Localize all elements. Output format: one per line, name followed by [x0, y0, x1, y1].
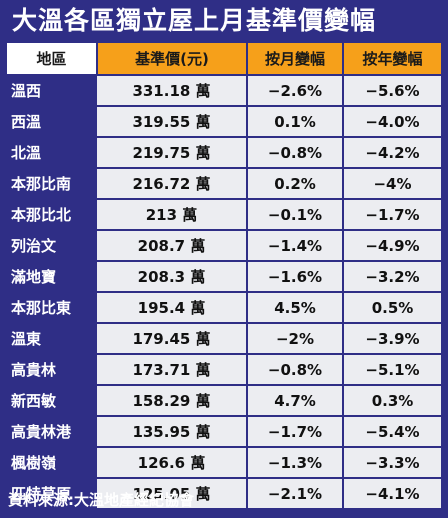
- yearly-change-cell: −3.3%: [343, 447, 441, 479]
- district-cell: 列治文: [7, 230, 97, 262]
- table-row: 匹特草原 125.05 萬 −2.1% −4.1%: [7, 478, 441, 510]
- table-row: 本那比南 216.72 萬 0.2% −4%: [7, 168, 441, 200]
- monthly-change-cell: −2.6%: [247, 75, 344, 107]
- monthly-change-cell: −2%: [247, 323, 344, 355]
- yearly-change-cell: −4%: [343, 168, 441, 200]
- page-title: 大溫各區獨立屋上月基準價變幅: [12, 6, 377, 35]
- yearly-change-cell: −5.6%: [343, 75, 441, 107]
- table-row: 滿地寶 208.3 萬 −1.6% −3.2%: [7, 261, 441, 293]
- price-cell: 216.72 萬: [97, 168, 248, 200]
- price-cell: 208.7 萬: [97, 230, 248, 262]
- monthly-change-cell: −0.8%: [247, 354, 344, 386]
- table-row: 高貴林 173.71 萬 −0.8% −5.1%: [7, 354, 441, 386]
- table-row: 高貴林港 135.95 萬 −1.7% −5.4%: [7, 416, 441, 448]
- header-monthly-change: 按月變幅: [247, 43, 344, 76]
- table-row: 楓樹嶺 126.6 萬 −1.3% −3.3%: [7, 447, 441, 479]
- table-row: 本那比東 195.4 萬 4.5% 0.5%: [7, 292, 441, 324]
- yearly-change-cell: −1.7%: [343, 199, 441, 231]
- monthly-change-cell: 0.1%: [247, 106, 344, 138]
- monthly-change-cell: 4.7%: [247, 385, 344, 417]
- district-cell: 匹特草原: [7, 478, 97, 510]
- price-cell: 173.71 萬: [97, 354, 248, 386]
- price-cell: 125.05 萬: [97, 478, 248, 510]
- yearly-change-cell: −5.4%: [343, 416, 441, 448]
- yearly-change-cell: −5.1%: [343, 354, 441, 386]
- district-cell: 本那比北: [7, 199, 97, 231]
- source-note: 資料來源:大溫地產經紀協會: [8, 491, 194, 509]
- monthly-change-cell: −1.3%: [247, 447, 344, 479]
- district-cell: 溫西: [7, 75, 97, 107]
- monthly-change-cell: −2.1%: [247, 478, 344, 510]
- district-cell: 溫東: [7, 323, 97, 355]
- district-cell: 北溫: [7, 137, 97, 169]
- district-cell: 滿地寶: [7, 261, 97, 293]
- price-cell: 179.45 萬: [97, 323, 248, 355]
- monthly-change-cell: 4.5%: [247, 292, 344, 324]
- table-row: 新西敏 158.29 萬 4.7% 0.3%: [7, 385, 441, 417]
- table-row: 溫西 331.18 萬 −2.6% −5.6%: [7, 75, 441, 107]
- header-yearly-change: 按年變幅: [343, 43, 441, 76]
- yearly-change-cell: −3.2%: [343, 261, 441, 293]
- district-cell: 本那比東: [7, 292, 97, 324]
- monthly-change-cell: −1.4%: [247, 230, 344, 262]
- price-cell: 195.4 萬: [97, 292, 248, 324]
- price-cell: 319.55 萬: [97, 106, 248, 138]
- monthly-change-cell: −1.6%: [247, 261, 344, 293]
- price-cell: 135.95 萬: [97, 416, 248, 448]
- price-cell: 208.3 萬: [97, 261, 248, 293]
- district-cell: 高貴林港: [7, 416, 97, 448]
- price-table: 地區 基準價(元) 按月變幅 按年變幅 溫西 331.18 萬 −2.6% −5.6%…: [7, 43, 441, 510]
- yearly-change-cell: 0.3%: [343, 385, 441, 417]
- district-cell: 本那比南: [7, 168, 97, 200]
- header-row: 地區 基準價(元) 按月變幅 按年變幅: [7, 43, 441, 76]
- yearly-change-cell: −4.1%: [343, 478, 441, 510]
- yearly-change-cell: −3.9%: [343, 323, 441, 355]
- district-cell: 西溫: [7, 106, 97, 138]
- yearly-change-cell: −4.9%: [343, 230, 441, 262]
- header-price: 基準價(元): [97, 43, 248, 76]
- price-cell: 219.75 萬: [97, 137, 248, 169]
- table-row: 西溫 319.55 萬 0.1% −4.0%: [7, 106, 441, 138]
- yearly-change-cell: 0.5%: [343, 292, 441, 324]
- monthly-change-cell: −1.7%: [247, 416, 344, 448]
- table-row: 北溫 219.75 萬 −0.8% −4.2%: [7, 137, 441, 169]
- price-cell: 213 萬: [97, 199, 248, 231]
- table-row: 本那比北 213 萬 −0.1% −1.7%: [7, 199, 441, 231]
- monthly-change-cell: −0.1%: [247, 199, 344, 231]
- district-cell: 高貴林: [7, 354, 97, 386]
- header-district: 地區: [7, 43, 98, 76]
- price-cell: 126.6 萬: [97, 447, 248, 479]
- monthly-change-cell: 0.2%: [247, 168, 344, 200]
- district-cell: 新西敏: [7, 385, 97, 417]
- table-row: 溫東 179.45 萬 −2% −3.9%: [7, 323, 441, 355]
- table-row: 列治文 208.7 萬 −1.4% −4.9%: [7, 230, 441, 262]
- district-cell: 楓樹嶺: [7, 447, 97, 479]
- yearly-change-cell: −4.2%: [343, 137, 441, 169]
- yearly-change-cell: −4.0%: [343, 106, 441, 138]
- monthly-change-cell: −0.8%: [247, 137, 344, 169]
- price-cell: 331.18 萬: [97, 75, 248, 107]
- price-cell: 158.29 萬: [97, 385, 248, 417]
